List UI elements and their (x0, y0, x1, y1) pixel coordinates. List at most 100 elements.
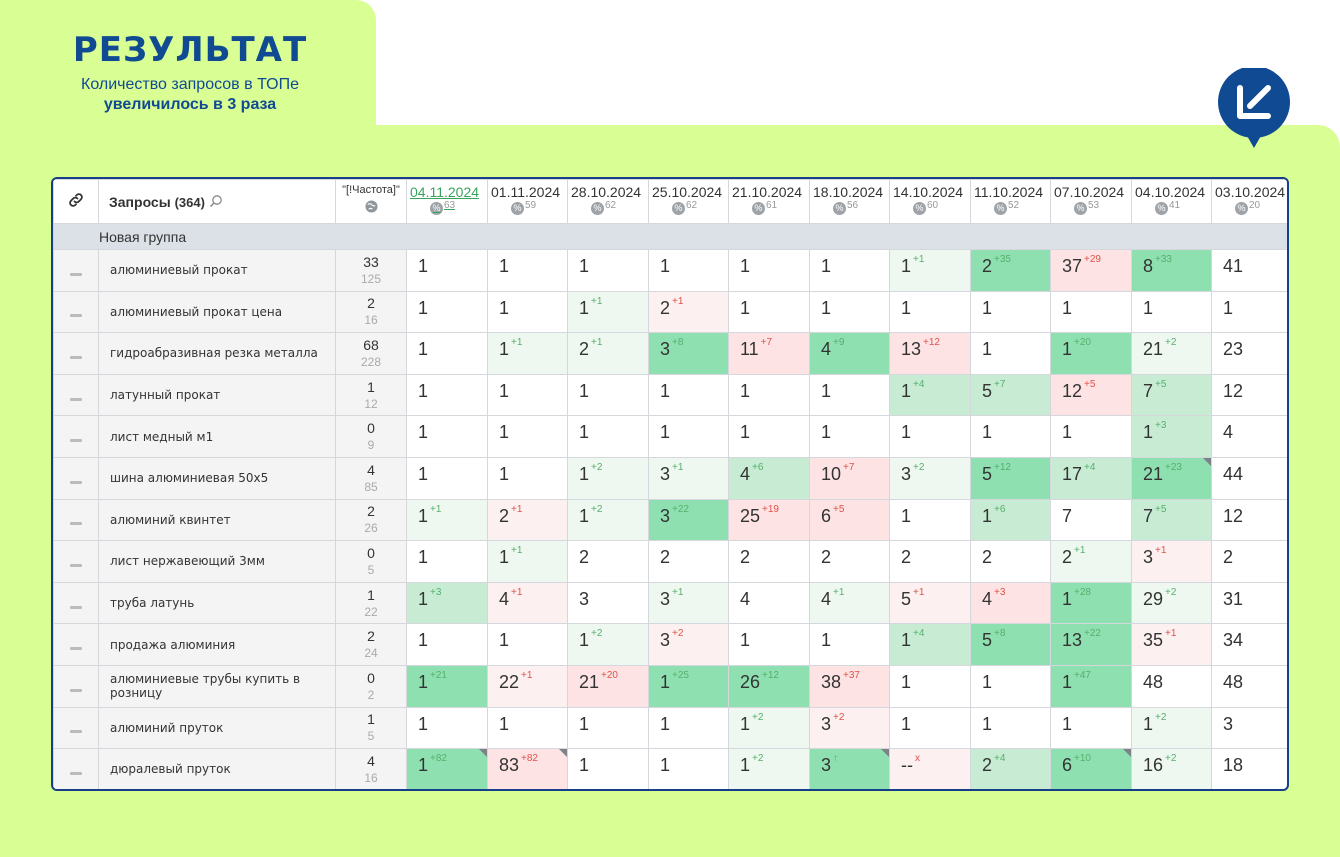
position-cell[interactable]: 1 (648, 373, 729, 417)
position-cell[interactable]: 44 (1211, 456, 1287, 500)
row-collapse-handle[interactable] (53, 498, 99, 542)
position-cell[interactable]: 3 +2 (889, 456, 971, 500)
position-cell[interactable]: 1 (487, 706, 568, 750)
position-cell[interactable]: 7 +5 (1131, 498, 1212, 542)
position-cell[interactable]: 38 +37 (809, 664, 890, 708)
position-cell[interactable]: 1 +6 (970, 498, 1051, 542)
position-cell[interactable]: 1 (406, 290, 488, 334)
position-cell[interactable]: 21 +2 (1131, 332, 1212, 375)
position-cell[interactable]: 48 (1211, 664, 1287, 708)
position-cell[interactable]: 4 (728, 581, 810, 625)
position-cell[interactable]: 1 (1050, 415, 1132, 458)
position-cell[interactable]: -- x (889, 748, 971, 789)
row-collapse-handle[interactable] (53, 332, 99, 375)
position-cell[interactable]: 1 (889, 664, 971, 708)
position-cell[interactable]: 22 +1 (487, 664, 568, 708)
position-cell[interactable]: 1 (728, 415, 810, 458)
position-cell[interactable]: 1 (406, 456, 488, 500)
position-cell[interactable]: 1 (728, 290, 810, 334)
position-cell[interactable]: 2 +35 (970, 249, 1051, 292)
row-collapse-handle[interactable] (53, 415, 99, 458)
position-cell[interactable]: 2 (889, 540, 971, 583)
query-text[interactable]: гидроабразивная резка металла (98, 332, 336, 375)
date-column-header[interactable]: 07.10.2024% 53 (1050, 179, 1132, 224)
position-cell[interactable]: 1 (567, 706, 649, 750)
date-label[interactable]: 14.10.2024 (893, 184, 964, 200)
position-cell[interactable]: 2 (648, 540, 729, 583)
position-cell[interactable]: 1 (809, 373, 890, 417)
query-text[interactable]: латунный прокат (98, 373, 336, 417)
position-cell[interactable]: 1 +2 (1131, 706, 1212, 750)
position-cell[interactable]: 4 +1 (487, 581, 568, 625)
date-label[interactable]: 11.10.2024 (974, 184, 1044, 200)
position-cell[interactable]: 3 (567, 581, 649, 625)
position-cell[interactable]: 12 (1211, 498, 1287, 542)
query-text[interactable]: лист нержавеющий 3мм (98, 540, 336, 583)
position-cell[interactable]: 25 +19 (728, 498, 810, 542)
position-cell[interactable]: 31 (1211, 581, 1287, 625)
position-cell[interactable]: 26 +12 (728, 664, 810, 708)
position-cell[interactable]: 1 (889, 498, 971, 542)
position-cell[interactable]: 1 (809, 249, 890, 292)
date-label[interactable]: 25.10.2024 (652, 184, 723, 200)
position-cell[interactable]: 1 (809, 290, 890, 334)
date-column-header[interactable]: 28.10.2024% 62 (567, 179, 649, 224)
row-collapse-handle[interactable] (53, 706, 99, 750)
position-cell[interactable]: 1 (970, 706, 1051, 750)
query-text[interactable]: алюминий пруток (98, 706, 336, 750)
query-text[interactable]: лист медный м1 (98, 415, 336, 458)
row-collapse-handle[interactable] (53, 290, 99, 334)
position-cell[interactable]: 1 (809, 623, 890, 666)
position-cell[interactable]: 23 (1211, 332, 1287, 375)
frequency-header[interactable]: "[!Частота]" (335, 179, 407, 224)
position-cell[interactable]: 1 +21 (406, 664, 488, 708)
position-cell[interactable]: 1 +47 (1050, 664, 1132, 708)
date-column-header[interactable]: 01.11.2024% 59 (487, 179, 568, 224)
query-text[interactable]: труба латунь (98, 581, 336, 625)
position-cell[interactable]: 2 (809, 540, 890, 583)
position-cell[interactable]: 1 (889, 290, 971, 334)
position-cell[interactable]: 1 +4 (889, 623, 971, 666)
position-cell[interactable]: 1 +2 (728, 706, 810, 750)
position-cell[interactable]: 1 (487, 456, 568, 500)
position-cell[interactable]: 1 +3 (406, 581, 488, 625)
position-cell[interactable]: 4 +3 (970, 581, 1051, 625)
date-label[interactable]: 07.10.2024 (1054, 184, 1125, 200)
query-text[interactable]: продажа алюминия (98, 623, 336, 666)
date-label[interactable]: 01.11.2024 (491, 184, 561, 200)
position-cell[interactable]: 3 +1 (648, 581, 729, 625)
position-cell[interactable]: 1 (406, 415, 488, 458)
date-label[interactable]: 04.10.2024 (1135, 184, 1206, 200)
position-cell[interactable]: 1 +1 (567, 290, 649, 334)
position-cell[interactable]: 16 +2 (1131, 748, 1212, 789)
query-text[interactable]: дюралевый пруток (98, 748, 336, 789)
position-cell[interactable]: 12 +5 (1050, 373, 1132, 417)
position-cell[interactable]: 3 ↑ (809, 748, 890, 789)
position-cell[interactable]: 2 +1 (648, 290, 729, 334)
date-column-header[interactable]: 14.10.2024% 60 (889, 179, 971, 224)
position-cell[interactable]: 1 +4 (889, 373, 971, 417)
position-cell[interactable]: 1 (487, 290, 568, 334)
position-cell[interactable]: 1 (406, 706, 488, 750)
row-collapse-handle[interactable] (53, 249, 99, 292)
position-cell[interactable]: 37 +29 (1050, 249, 1132, 292)
position-cell[interactable]: 1 +3 (1131, 415, 1212, 458)
position-cell[interactable]: 8 +33 (1131, 249, 1212, 292)
position-cell[interactable]: 4 +1 (809, 581, 890, 625)
row-collapse-handle[interactable] (53, 748, 99, 789)
position-cell[interactable]: 12 (1211, 373, 1287, 417)
position-cell[interactable]: 2 (1211, 540, 1287, 583)
date-label[interactable]: 03.10.2024 (1215, 184, 1286, 200)
position-cell[interactable]: 1 (648, 748, 729, 789)
position-cell[interactable]: 1 (728, 249, 810, 292)
position-cell[interactable]: 1 (970, 415, 1051, 458)
position-cell[interactable]: 1 (809, 415, 890, 458)
date-label[interactable]: 18.10.2024 (813, 184, 884, 200)
position-cell[interactable]: 4 (1211, 415, 1287, 458)
position-cell[interactable]: 1 (648, 706, 729, 750)
position-cell[interactable]: 1 (970, 664, 1051, 708)
position-cell[interactable]: 1 +2 (567, 456, 649, 500)
group-name[interactable]: Новая группа (53, 223, 1287, 250)
position-cell[interactable]: 1 +1 (487, 540, 568, 583)
position-cell[interactable]: 1 (567, 373, 649, 417)
